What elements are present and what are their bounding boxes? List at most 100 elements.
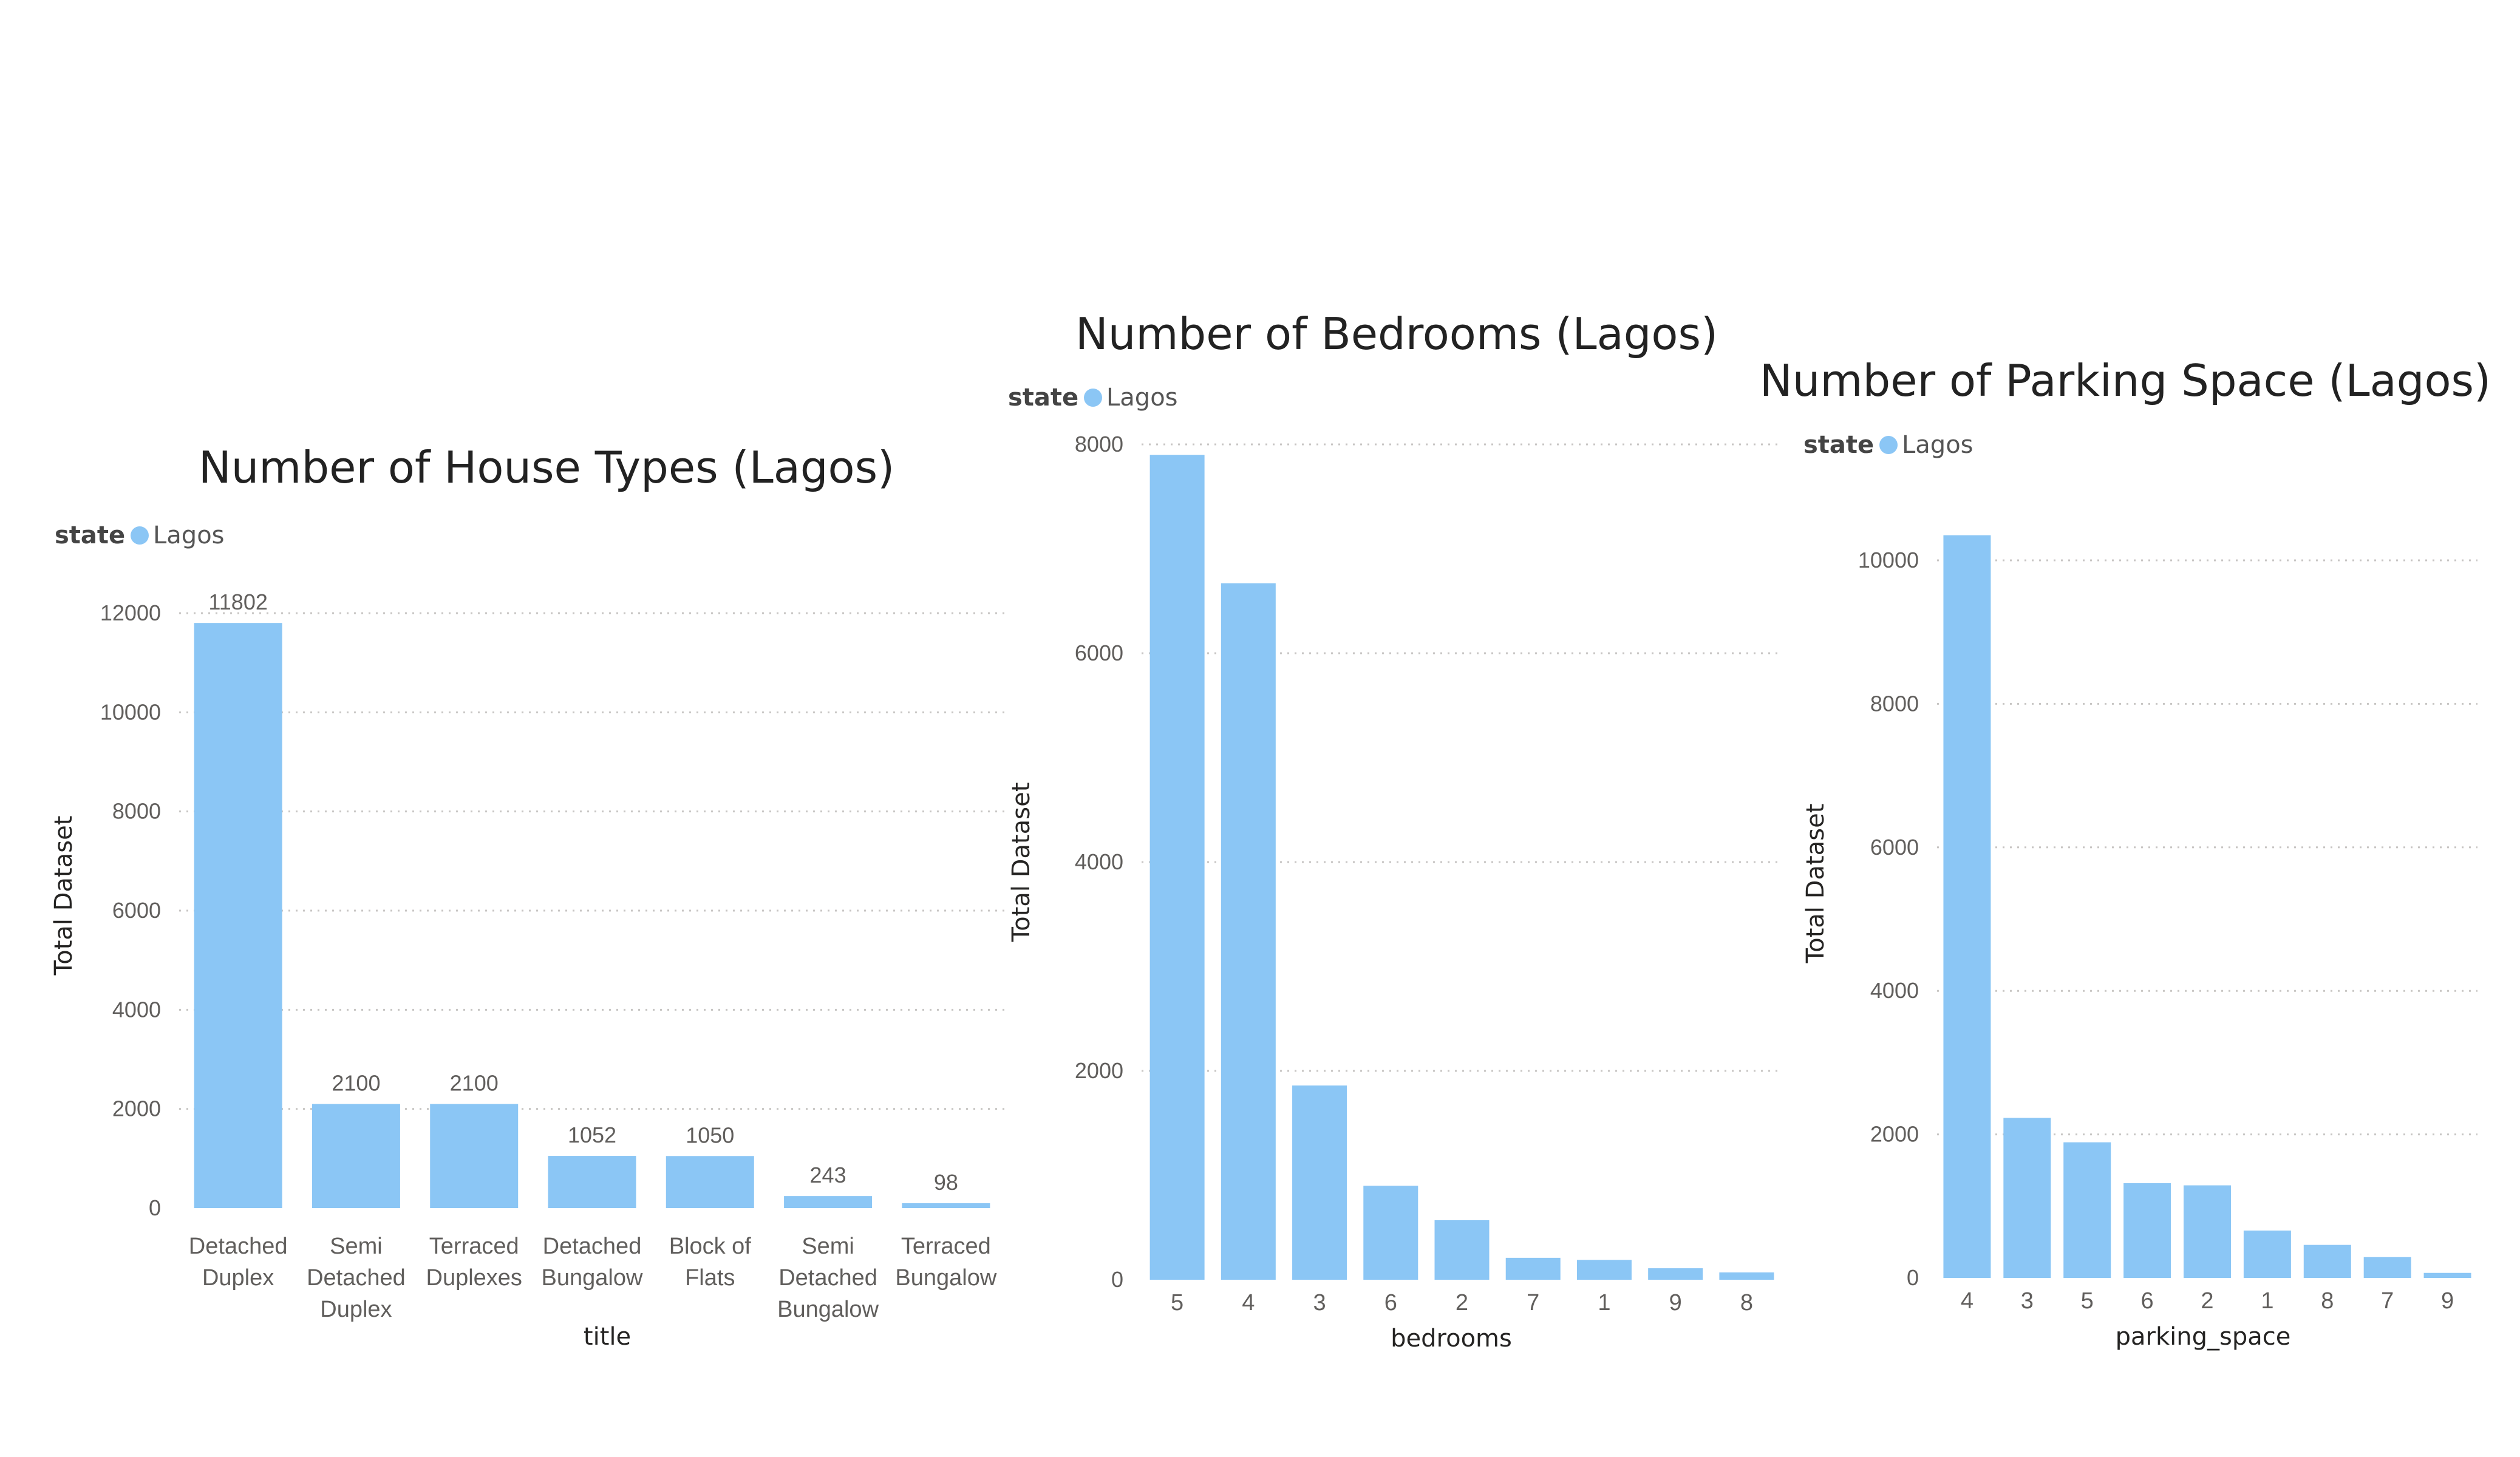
bar: [2363, 1257, 2411, 1278]
x-category-label: Detached: [307, 1265, 406, 1291]
x-category-label: Detached: [778, 1265, 877, 1291]
data-label: 2100: [450, 1071, 499, 1096]
legend-marker: [131, 526, 149, 545]
y-tick-label: 6000: [1870, 835, 1919, 860]
x-category-label: 1: [2261, 1288, 2273, 1314]
x-category-label: 6: [1384, 1290, 1397, 1316]
data-label: 243: [810, 1163, 846, 1187]
x-category-label: 6: [2141, 1288, 2154, 1314]
data-label: 1050: [686, 1122, 734, 1147]
x-category-label: 2: [2201, 1288, 2213, 1314]
x-category-label: 3: [1313, 1290, 1326, 1316]
y-tick-label: 0: [1907, 1265, 1919, 1290]
bar: [312, 1104, 400, 1208]
data-label: 1052: [568, 1122, 616, 1147]
x-category-label: 3: [2021, 1288, 2034, 1314]
x-category-label: Semi: [330, 1234, 383, 1259]
x-category-label: 9: [2441, 1288, 2454, 1314]
x-category-label: Bungalow: [895, 1265, 996, 1291]
bar: [2123, 1183, 2171, 1278]
chart-title: Number of Bedrooms (Lagos): [1075, 308, 1718, 359]
y-tick-label: 0: [149, 1195, 161, 1220]
bar: [1434, 1220, 1490, 1280]
x-category-label: Detached: [543, 1234, 642, 1259]
bar: [1648, 1268, 1703, 1280]
bar: [1505, 1257, 1561, 1280]
y-tick-label: 10000: [100, 699, 161, 724]
bar: [2303, 1245, 2351, 1278]
legend-title: state: [1803, 431, 1874, 459]
bar: [194, 623, 282, 1208]
y-tick-label: 2000: [1870, 1122, 1919, 1147]
x-category-label: 9: [1669, 1290, 1682, 1316]
x-category-label: Duplex: [202, 1265, 274, 1291]
x-category-label: Bungalow: [777, 1297, 879, 1322]
y-tick-label: 8000: [112, 799, 161, 824]
bar: [1719, 1272, 1774, 1280]
bar: [1292, 1085, 1347, 1280]
x-category-label: 2: [1456, 1290, 1468, 1316]
y-tick-label: 4000: [1870, 978, 1919, 1003]
y-tick-label: 10000: [1858, 548, 1919, 572]
y-tick-label: 2000: [112, 1096, 161, 1121]
bar: [430, 1104, 519, 1208]
legend-series-label: Lagos: [1902, 431, 1973, 459]
legend-series-label: Lagos: [1106, 384, 1178, 412]
x-category-label: Duplexes: [426, 1265, 522, 1291]
x-category-label: 7: [1527, 1290, 1539, 1316]
x-category-label: 5: [2081, 1288, 2094, 1314]
legend-marker: [1084, 389, 1102, 407]
y-tick-label: 6000: [1075, 640, 1123, 665]
y-tick-label: 6000: [112, 898, 161, 923]
x-category-label: 8: [2321, 1288, 2334, 1314]
data-label: 98: [934, 1170, 958, 1195]
bar: [902, 1203, 990, 1208]
bar: [2184, 1185, 2231, 1278]
x-axis-title: bedrooms: [1391, 1325, 1512, 1353]
y-tick-label: 4000: [112, 997, 161, 1022]
x-category-label: Block of: [669, 1234, 752, 1259]
bar: [784, 1196, 873, 1208]
chart-title: Number of House Types (Lagos): [199, 442, 894, 493]
y-axis-title: Total Dataset: [1802, 804, 1830, 964]
y-tick-label: 12000: [100, 600, 161, 625]
bar: [1576, 1260, 1632, 1280]
x-category-label: 7: [2381, 1288, 2394, 1314]
x-category-label: Bungalow: [542, 1265, 643, 1291]
x-axis-title: title: [584, 1323, 631, 1351]
x-category-label: 5: [1171, 1290, 1183, 1316]
y-axis-title: Total Dataset: [50, 816, 78, 976]
bar: [548, 1156, 636, 1208]
legend-marker: [1879, 436, 1898, 454]
x-category-label: 4: [1961, 1288, 1973, 1314]
bar: [1149, 455, 1205, 1280]
x-category-label: Duplex: [320, 1297, 392, 1322]
bar: [1221, 583, 1276, 1280]
y-tick-label: 8000: [1075, 432, 1123, 457]
bar: [1363, 1186, 1418, 1280]
data-label: 2100: [332, 1071, 380, 1096]
x-axis-title: parking_space: [2116, 1323, 2291, 1351]
legend-series-label: Lagos: [153, 521, 225, 549]
bar: [666, 1156, 754, 1208]
x-category-label: Terraced: [429, 1234, 519, 1259]
bar: [2003, 1118, 2051, 1278]
bar: [1943, 535, 1991, 1278]
y-tick-label: 8000: [1870, 691, 1919, 716]
y-tick-label: 4000: [1075, 849, 1123, 874]
legend-title: state: [55, 521, 125, 549]
x-category-label: 8: [1740, 1290, 1753, 1316]
bar: [2243, 1230, 2291, 1278]
x-category-label: Terraced: [901, 1234, 991, 1259]
x-category-label: Flats: [685, 1265, 735, 1291]
x-category-label: 1: [1598, 1290, 1610, 1316]
y-tick-label: 2000: [1075, 1058, 1123, 1083]
x-category-label: Detached: [189, 1234, 288, 1259]
bar: [2063, 1142, 2111, 1278]
chart-title: Number of Parking Space (Lagos): [1760, 355, 2491, 406]
y-axis-title: Total Dataset: [1007, 783, 1035, 943]
